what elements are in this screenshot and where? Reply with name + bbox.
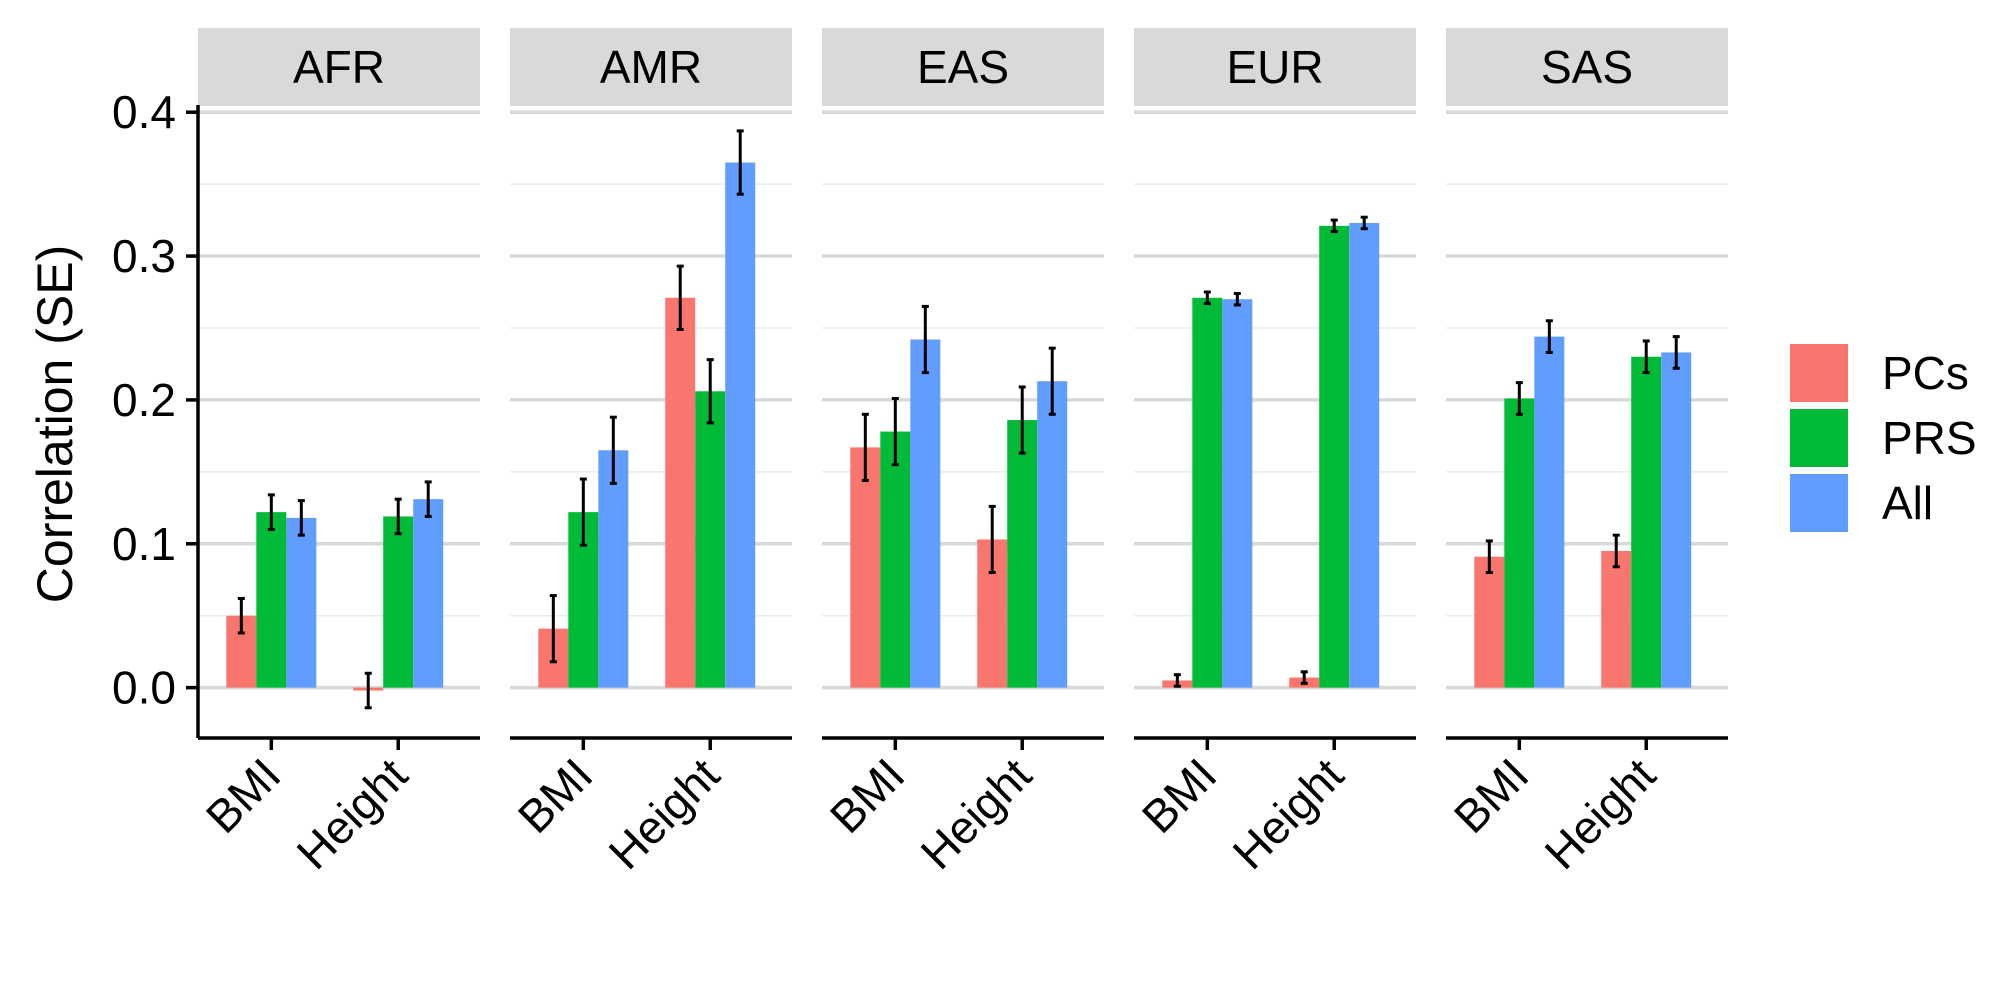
legend-item-pcs: PCs — [1790, 344, 1969, 402]
error-bar — [1048, 346, 1056, 416]
bar-all-bmi — [1534, 336, 1565, 688]
bar-all-height — [725, 162, 756, 688]
y-tick-label: 0.0 — [112, 662, 176, 714]
x-tick-label: Height — [910, 748, 1041, 879]
error-bar — [1515, 381, 1523, 416]
error-bar — [364, 671, 372, 710]
bar-all-bmi — [1222, 299, 1253, 688]
bar-prs-bmi — [880, 431, 911, 688]
y-tick-label: 0.3 — [112, 230, 176, 282]
strip-background — [1134, 28, 1416, 106]
y-tick-label: 0.2 — [112, 374, 176, 426]
error-bar — [676, 264, 684, 331]
error-bar — [706, 358, 714, 425]
strip-background — [822, 28, 1104, 106]
bar-pcs-height — [665, 297, 696, 688]
legend-item-prs: PRS — [1790, 409, 1977, 467]
strip-label: EAS — [917, 41, 1009, 93]
legend-label: All — [1882, 477, 1933, 529]
x-tick-label: Height — [1534, 748, 1665, 879]
x-tick-label: BMI — [508, 748, 603, 843]
error-bar — [549, 594, 557, 664]
strip-background — [198, 28, 480, 106]
legend-key — [1790, 474, 1848, 532]
error-bar — [1672, 335, 1680, 370]
strip-label: AFR — [293, 41, 385, 93]
strip-label: EUR — [1226, 41, 1323, 93]
error-bar — [267, 493, 275, 531]
x-tick-label: BMI — [196, 748, 291, 843]
error-bar — [1545, 319, 1553, 354]
error-bar — [1360, 215, 1368, 231]
error-bar — [1203, 290, 1211, 306]
bar-prs-bmi — [256, 512, 287, 688]
error-bar — [861, 412, 869, 482]
error-bar — [237, 596, 245, 635]
error-bar — [1612, 533, 1620, 569]
error-bar — [891, 396, 899, 467]
bar-prs-bmi — [1504, 398, 1535, 688]
bar-all-bmi — [286, 517, 317, 688]
y-tick-label: 0.1 — [112, 518, 176, 570]
error-bar — [297, 499, 305, 537]
legend: PCs PRS All — [1790, 344, 1977, 532]
error-bar — [1300, 670, 1308, 685]
bar-prs-height — [383, 516, 414, 688]
bar-all-height — [413, 499, 444, 688]
error-bar — [921, 304, 929, 375]
bar-all-bmi — [910, 339, 941, 688]
error-bar — [1330, 218, 1338, 234]
strip-label: SAS — [1541, 41, 1633, 93]
error-bar — [1173, 673, 1181, 688]
strip-label: AMR — [600, 41, 702, 93]
error-bar — [579, 477, 587, 547]
y-axis: 0.0 0.1 0.2 0.3 0.4 — [112, 86, 200, 738]
bar-all-height — [1661, 352, 1692, 688]
bar-pcs-height — [1601, 550, 1632, 688]
legend-key — [1790, 344, 1848, 402]
facets-layer: AFRBMIHeightAMRBMIHeightEASBMIHeightEURB… — [196, 28, 1728, 879]
bar-all-height — [1037, 381, 1068, 688]
legend-item-all: All — [1790, 474, 1933, 532]
strip-background — [510, 28, 792, 106]
x-tick-label: Height — [598, 748, 729, 879]
x-tick-label: BMI — [1444, 748, 1539, 843]
y-tick-label: 0.4 — [112, 86, 176, 138]
x-tick-label: Height — [286, 748, 417, 879]
legend-label: PCs — [1882, 347, 1969, 399]
y-axis-title: Correlation (SE) — [27, 245, 83, 603]
x-tick-label: Height — [1222, 748, 1353, 879]
error-bar — [609, 415, 617, 485]
error-bar — [1485, 539, 1493, 575]
bar-pcs-bmi — [1474, 556, 1505, 688]
x-tick-label: BMI — [820, 748, 915, 843]
bar-prs-bmi — [1192, 297, 1223, 688]
error-bar — [424, 480, 432, 518]
error-bar — [1233, 291, 1241, 307]
x-tick-label: BMI — [1132, 748, 1227, 843]
bar-prs-height — [1631, 356, 1662, 688]
strip-background — [1446, 28, 1728, 106]
legend-label: PRS — [1882, 412, 1977, 464]
error-bar — [736, 129, 744, 196]
error-bar — [1642, 339, 1650, 375]
bar-all-height — [1349, 222, 1380, 688]
bar-prs-height — [1319, 225, 1350, 688]
error-bar — [1018, 385, 1026, 455]
legend-key — [1790, 409, 1848, 467]
error-bar — [988, 504, 996, 575]
bar-prs-height — [695, 391, 726, 688]
error-bar — [394, 497, 402, 536]
bar-pcs-bmi — [850, 447, 881, 688]
bar-prs-height — [1007, 420, 1038, 688]
bar-all-bmi — [598, 450, 629, 688]
